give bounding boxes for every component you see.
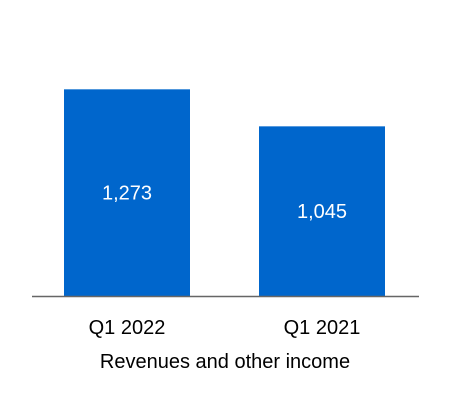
bar-2: [259, 126, 385, 296]
x-tick-label-2: Q1 2021: [284, 317, 361, 339]
bars-group: [64, 89, 385, 296]
bar-value-label-1: 1,273: [102, 183, 152, 205]
x-tick-label-1: Q1 2022: [89, 317, 166, 339]
x-tick-labels-group: Q1 2022 Q1 2021: [89, 317, 361, 339]
bar-1: [64, 89, 190, 296]
x-axis-title: Revenues and other income: [100, 351, 350, 373]
bar-value-label-2: 1,045: [297, 201, 347, 223]
data-labels-group: 1,273 1,045: [102, 183, 347, 224]
